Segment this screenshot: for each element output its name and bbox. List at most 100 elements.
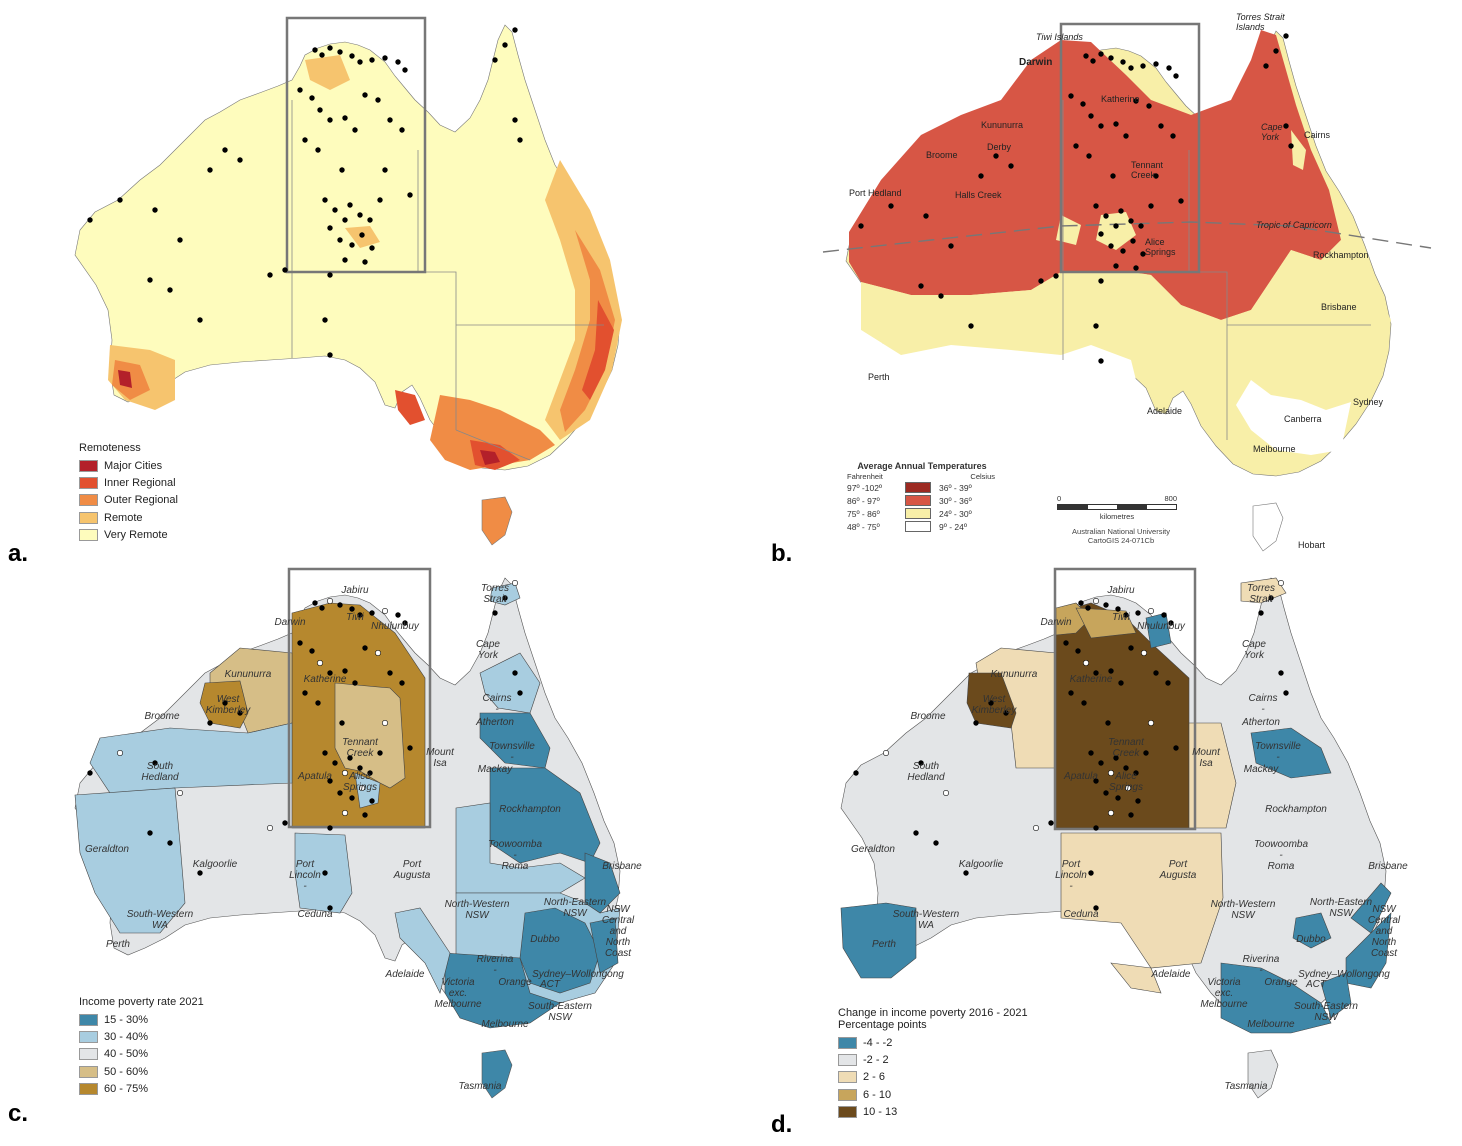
community-dot (1088, 750, 1094, 756)
legend-item: 6 - 10 (838, 1086, 1028, 1103)
region-label: Port Lincoln - (1055, 859, 1087, 892)
community-dot (1178, 198, 1184, 204)
community-dot (1133, 770, 1139, 776)
region-label: Riverina - (477, 954, 514, 976)
community-dot (352, 680, 358, 686)
community-dot (1038, 278, 1044, 284)
community-dot (1115, 795, 1121, 801)
legend-item: 75º - 86º 24º - 30º (847, 507, 997, 520)
community-dot (207, 167, 213, 173)
legend-item: 48º - 75º 9º - 24º (847, 520, 997, 533)
community-dot (1103, 790, 1109, 796)
region-label: Victoria exc. Melbourne (1200, 977, 1248, 1010)
place-label: Perth (868, 372, 890, 382)
community-dot (858, 223, 864, 229)
legend-label: Very Remote (104, 529, 168, 542)
community-dot (1113, 263, 1119, 269)
community-dot (1098, 231, 1104, 237)
panel-label-d: d. (771, 1111, 793, 1138)
community-dot (1098, 123, 1104, 129)
legend-swatch (79, 1013, 98, 1026)
community-dot (1103, 213, 1109, 219)
community-dot (1165, 680, 1171, 686)
community-dot (87, 217, 93, 223)
community-dot (1288, 143, 1294, 149)
community-dot (1123, 612, 1129, 618)
legend-swatch (79, 1048, 98, 1061)
community-dot (382, 167, 388, 173)
community-dot (317, 107, 323, 113)
community-dot (993, 153, 999, 159)
community-dot (327, 905, 333, 911)
community-dot (326, 597, 333, 604)
region-label: Mackay (478, 764, 513, 775)
community-dot (1115, 606, 1121, 612)
community-dots-c (87, 579, 523, 911)
region-label: Broome (144, 711, 179, 722)
region-label: Tiwi (1112, 612, 1130, 623)
community-dot (1133, 98, 1139, 104)
community-dot (352, 127, 358, 133)
region-label: Tennant Creek (342, 737, 379, 759)
community-dot (327, 225, 333, 231)
community-dot (197, 870, 203, 876)
region-label: Cairns - (1249, 693, 1278, 715)
community-dot (362, 259, 368, 265)
community-dot (399, 127, 405, 133)
community-dot (1273, 48, 1279, 54)
region-label: Ceduna (297, 909, 332, 920)
community-dot (381, 720, 388, 727)
community-dot (197, 317, 203, 323)
community-dot (367, 217, 373, 223)
place-label: Torres Strait Islands (1236, 12, 1285, 32)
place-label: Tennant Creek (1131, 160, 1164, 180)
region-label: Nhulunbuy (1137, 621, 1186, 632)
community-dot (382, 55, 388, 61)
region-label: NSW Central and North Coast (1368, 904, 1401, 959)
community-dot (948, 243, 954, 249)
region-label: Geraldton (851, 844, 895, 855)
community-dot (1168, 620, 1174, 626)
region-label: Darwin (274, 617, 306, 628)
region-label: North-Western NSW (445, 899, 510, 921)
community-dot (1098, 51, 1104, 57)
region-label: Rockhampton (1265, 804, 1327, 815)
place-label: Hobart (1298, 540, 1326, 550)
map-d: Jabiru Torres Strait Darwin Tiwi Nhulunbuy Cap… (840, 567, 1408, 1099)
legend-item: Major Cities (79, 457, 178, 474)
region-label: Jabiru (1106, 585, 1135, 596)
community-dot (117, 197, 123, 203)
community-dot (923, 213, 929, 219)
region-label: Nhulunbuy (371, 621, 420, 632)
community-dot (492, 57, 498, 63)
community-dot (375, 97, 381, 103)
community-dot (1173, 73, 1179, 79)
region-label: Port Augusta (1159, 859, 1197, 881)
region-label: Kununurra (225, 669, 272, 680)
community-dot (1283, 690, 1289, 696)
legend-celsius: 24º - 30º (939, 508, 972, 519)
region-label: Apatula (297, 771, 332, 782)
legend-a: Remoteness Major Cities Inner Regional Out… (79, 442, 178, 544)
community-dot (1083, 53, 1089, 59)
legend-swatch (79, 1083, 98, 1096)
region-label: Atherton (475, 717, 514, 728)
region-label: Cairns - (483, 693, 512, 715)
community-dot (402, 620, 408, 626)
community-dot (402, 67, 408, 73)
legend-label: -2 - 2 (863, 1054, 889, 1067)
community-dot (1133, 265, 1139, 271)
community-dot (1148, 203, 1154, 209)
community-dot (374, 650, 381, 657)
legend-swatch (79, 1065, 98, 1078)
legend-col-celsius: Celsius (970, 472, 995, 481)
legend-item: 30 - 40% (79, 1028, 204, 1045)
community-dot (1153, 61, 1159, 67)
region-label: Sydney–Wollongong (532, 969, 624, 980)
community-dot (297, 640, 303, 646)
legend-label: -4 - -2 (863, 1036, 893, 1049)
legend-label: 10 - 13 (863, 1106, 898, 1119)
credit-line-1: Australian National University (1072, 527, 1170, 536)
legend-swatch (838, 1054, 857, 1067)
community-dot (167, 840, 173, 846)
